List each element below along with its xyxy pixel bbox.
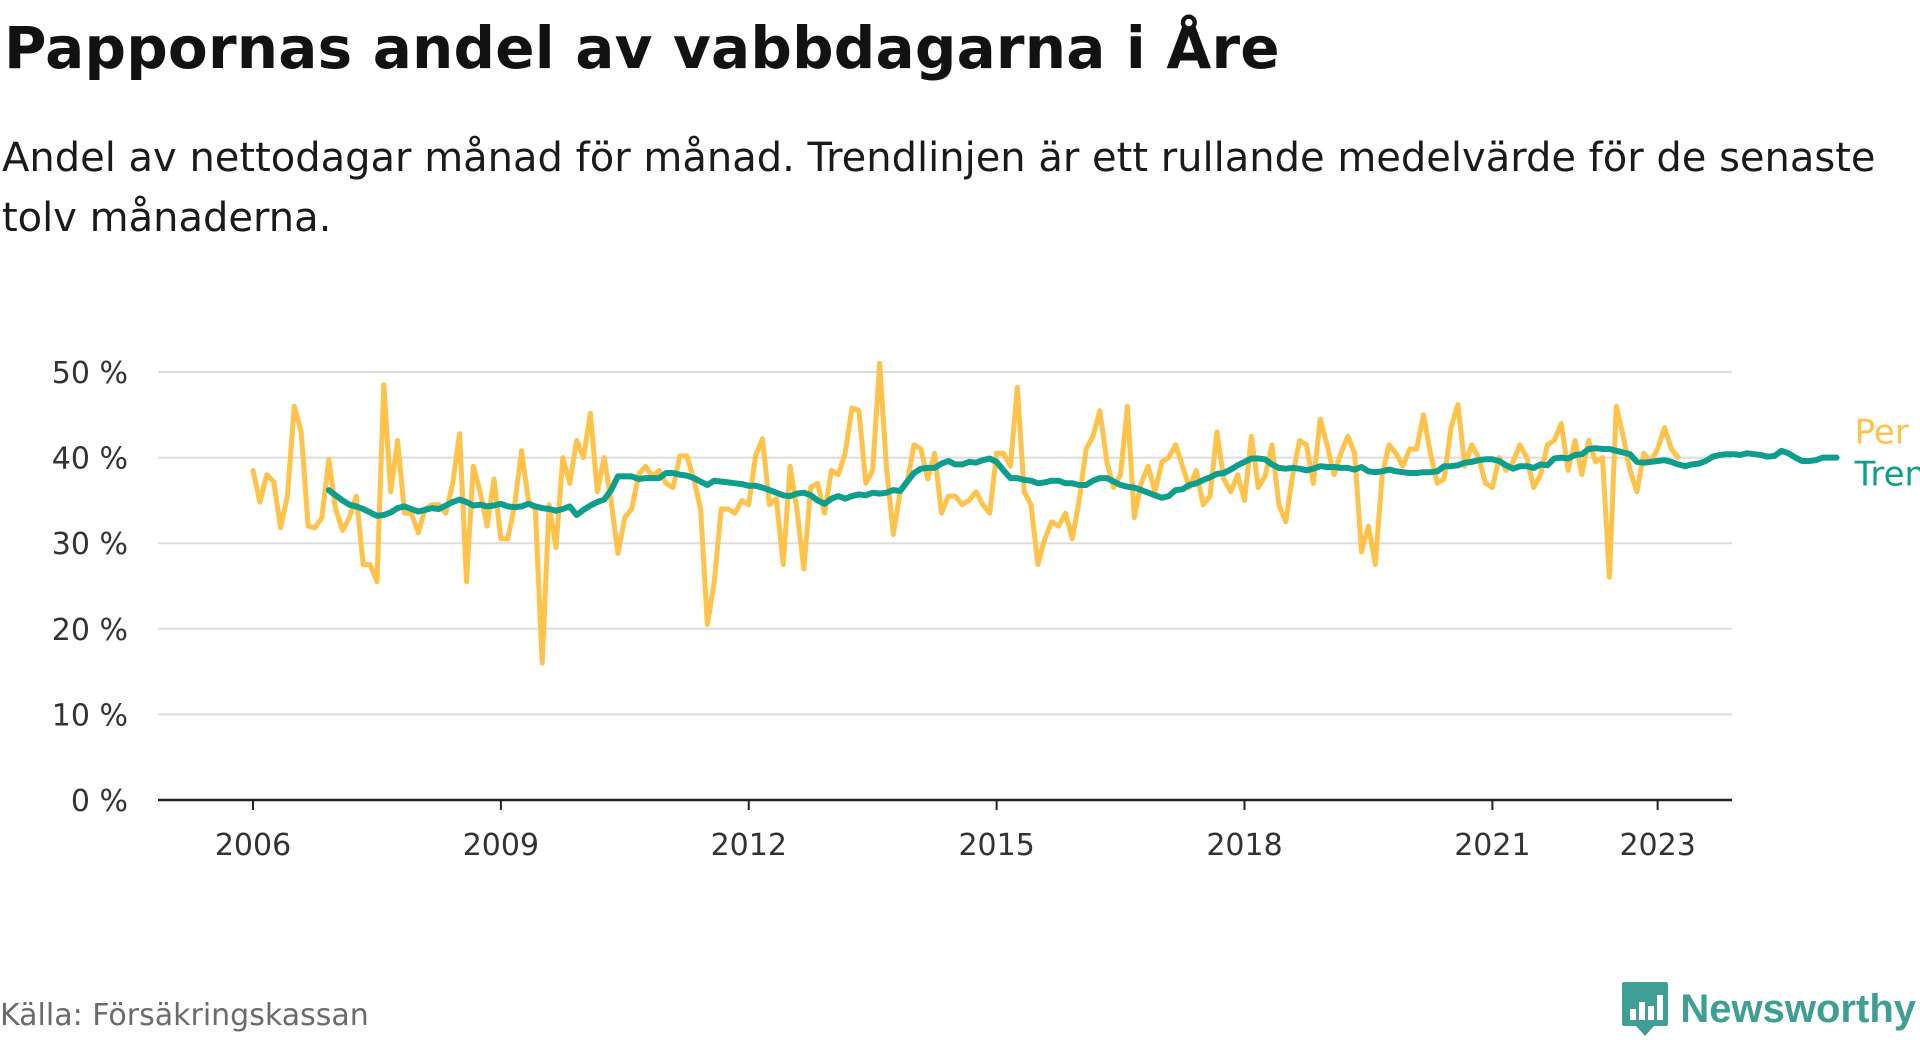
- brand-logo-group[interactable]: Newsworthy: [1620, 980, 1916, 1038]
- x-tick-label: 2018: [1206, 828, 1282, 863]
- y-tick-label: 0 %: [71, 784, 128, 819]
- series-line-monthly: [250, 360, 1681, 666]
- x-axis: 2006 2009 2012 2015 2018 2021 2023: [158, 798, 1732, 863]
- y-tick-label: 20 %: [52, 613, 128, 648]
- series-line-trend: [325, 445, 1840, 519]
- legend-label-trend: Trend: [1854, 455, 1920, 495]
- bar-chart-speech-bubble-icon: [1622, 982, 1669, 1036]
- x-tick-label: 2021: [1454, 828, 1530, 863]
- legend-label-monthly: Per månad: [1855, 413, 1920, 453]
- page-title: Pappornas andel av vabbdagarna i Åre: [4, 14, 1280, 82]
- x-tick-label: 2009: [463, 828, 539, 863]
- y-tick-label: 30 %: [52, 527, 128, 562]
- page-subtitle: Andel av nettodagar månad för månad. Tre…: [2, 135, 1876, 241]
- y-tick-label: 10 %: [52, 698, 128, 733]
- data-series: [250, 360, 1840, 666]
- x-tick-label: 2012: [711, 828, 787, 863]
- x-tick-label: 2006: [215, 828, 291, 863]
- x-tick-label: 2023: [1619, 828, 1695, 863]
- y-tick-label: 50 %: [52, 356, 128, 391]
- grid-lines: [158, 371, 1732, 716]
- y-tick-label: 40 %: [52, 442, 128, 477]
- legend: Per månadTrend: [1854, 413, 1920, 495]
- brand-name: Newsworthy: [1680, 986, 1916, 1031]
- x-tick-label: 2015: [958, 828, 1034, 863]
- y-axis-tick-labels: 0 % 10 % 20 % 30 % 40 % 50 %: [52, 356, 128, 819]
- source-note: Källa: Försäkringskassan: [0, 998, 369, 1033]
